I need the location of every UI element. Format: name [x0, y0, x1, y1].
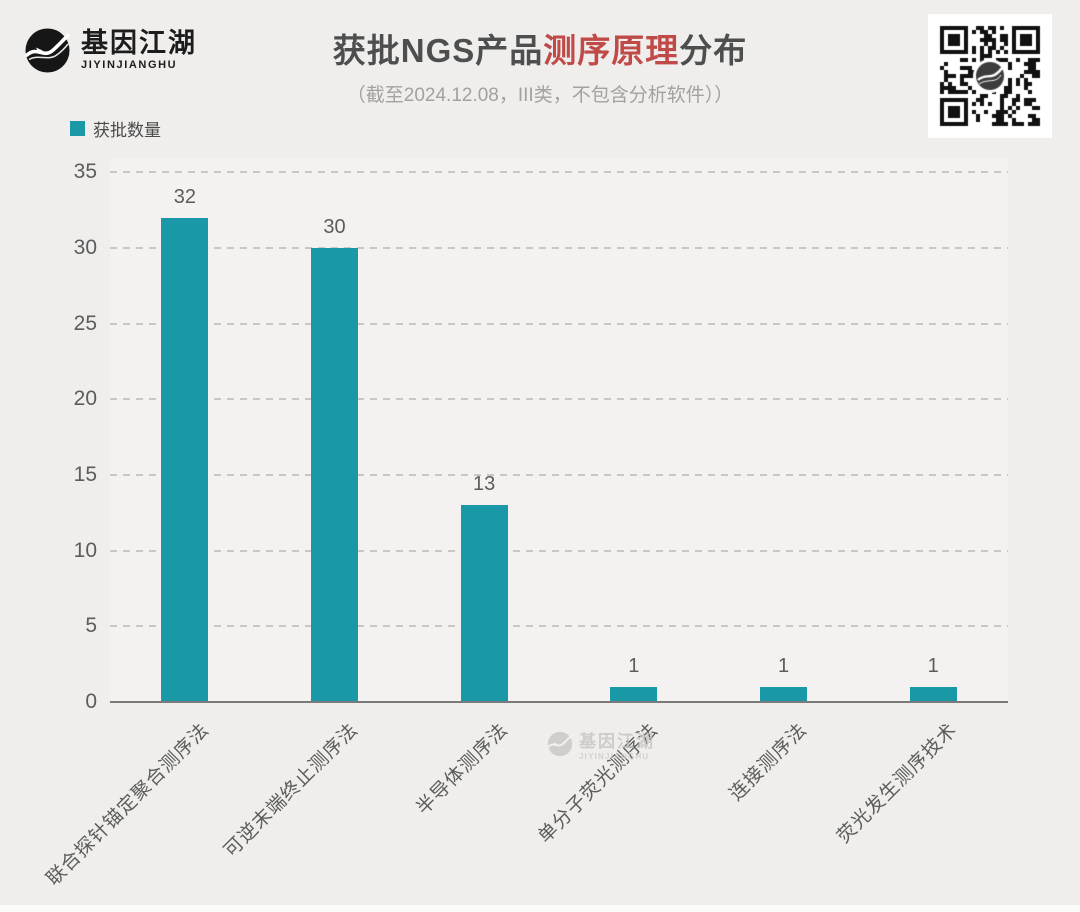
brand-text: 基因江湖 JIYINJIANGHU [81, 30, 197, 71]
y-tick-label: 10 [73, 538, 97, 562]
y-tick-label: 15 [73, 463, 97, 487]
brand-name: 基因江湖 [81, 28, 197, 58]
bar-value-label: 1 [927, 654, 939, 677]
page-subtitle: （截至2024.12.08，III类，不包含分析软件）） [346, 85, 734, 106]
x-category-label: 半导体测序法 [412, 719, 513, 820]
plot-area: 基因江湖 JIYINJIANGHU 0 5 10 15 20 25 30 35 32 联合探针锚定… [43, 158, 1008, 890]
grid-line [110, 549, 1008, 552]
bar [760, 686, 807, 702]
bar-value-label: 1 [628, 654, 640, 677]
grid-line [110, 247, 1008, 250]
bar-value-label: 32 [173, 185, 196, 208]
page-title: 获批NGS产品测序原理分布 [230, 24, 850, 72]
bar-value-label: 13 [473, 473, 496, 496]
brand-logo-icon [24, 27, 71, 74]
title-block: 获批NGS产品测序原理分布 （截至2024.12.08，III类，不包含分析软件… [230, 24, 850, 107]
x-category-label: 可逆末端终止测序法 [220, 719, 363, 862]
y-tick-label: 25 [73, 311, 97, 335]
legend-swatch [70, 121, 85, 136]
bar-value-label: 1 [777, 654, 790, 677]
y-tick-label: 0 [85, 690, 97, 713]
y-tick-label: 35 [73, 160, 97, 184]
y-tick-label: 20 [73, 387, 97, 411]
x-category-label: 联合探针锚定聚合测序法 [42, 719, 214, 890]
bar [161, 217, 209, 702]
grid-line [110, 171, 1008, 174]
bar-value-label: 30 [323, 216, 346, 239]
watermark-text: 基因江湖 JIYINJIANGHU [579, 733, 655, 761]
title-suffix: 分布 [679, 32, 748, 69]
y-tick-label: 30 [73, 236, 97, 260]
watermark-name: 基因江湖 [579, 731, 655, 751]
watermark-latin: JIYINJIANGHU [579, 751, 650, 761]
grid-line [110, 398, 1008, 401]
grid-line [110, 322, 1008, 325]
bar [909, 686, 957, 702]
qr-code [928, 14, 1052, 138]
bar [460, 505, 508, 702]
title-highlight: 测序原理 [543, 32, 680, 69]
watermark-logo-icon [547, 731, 573, 762]
watermark: 基因江湖 JIYINJIANGHU [547, 731, 655, 762]
bar [610, 686, 658, 702]
y-tick-label: 5 [85, 614, 97, 638]
brand-logo: 基因江湖 JIYINJIANGHU [24, 27, 197, 74]
grid-line [110, 474, 1008, 477]
x-category-label: 荧光发生测序技术 [833, 719, 962, 848]
chart-legend: 获批数量 [70, 116, 161, 141]
bottom-strip [0, 905, 1080, 912]
x-category-label: 连接测序法 [726, 719, 812, 806]
bar [311, 248, 358, 702]
qr-code-image [928, 14, 1052, 138]
x-axis-line [110, 701, 1008, 703]
legend-label: 获批数量 [93, 121, 161, 140]
brand-latin: JIYINJIANGHU [81, 59, 178, 71]
grid-line [110, 625, 1008, 628]
title-prefix: 获批NGS产品 [332, 32, 544, 69]
